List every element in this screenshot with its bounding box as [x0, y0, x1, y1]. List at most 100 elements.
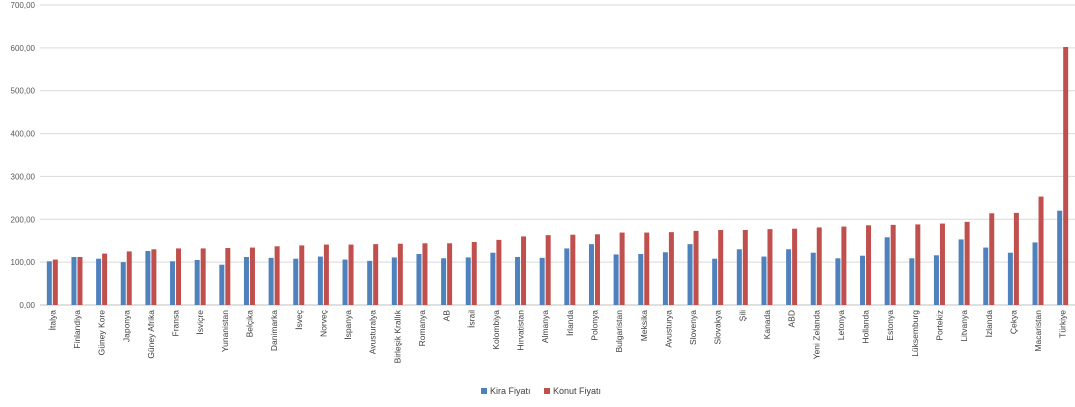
x-tick-label: Şili [737, 310, 747, 321]
x-tick-label: Yeni Zelanda [811, 310, 821, 360]
x-tick-label: İzlanda [984, 310, 994, 338]
bar-kira [588, 244, 594, 305]
bar-kira [342, 259, 348, 305]
legend-label: Kira Fiyatı [490, 386, 531, 396]
legend-swatch [544, 388, 550, 394]
bar-kira [909, 258, 915, 305]
bar-kira [761, 256, 767, 305]
bar-konut [545, 235, 551, 305]
bar-konut [792, 228, 798, 305]
bar-kira [1057, 210, 1063, 305]
x-tick-label: Almanya [540, 310, 550, 343]
bar-kira [441, 258, 447, 305]
bar-kira [96, 258, 102, 305]
bar-kira [539, 257, 545, 305]
bar-kira [638, 254, 644, 305]
x-tick-label: Slovenya [688, 310, 698, 345]
x-tick-label: Danimarka [269, 310, 279, 351]
x-tick-label: Hırvatistan [516, 310, 526, 351]
bar-konut [521, 236, 527, 305]
bar-kira [835, 258, 841, 305]
x-tick-label: Finlandiya [72, 310, 82, 349]
y-tick-label: 400,00 [11, 130, 36, 139]
x-axis-labels: İtalya Finlandiya Güney Kore Japonya Güney A… [47, 309, 1067, 363]
bar-konut [693, 230, 699, 305]
x-tick-label: Lüksemburg [910, 310, 920, 357]
bar-konut [964, 221, 970, 305]
bars [46, 47, 1069, 305]
bar-konut [323, 244, 329, 305]
x-tick-label: Belçika [244, 310, 254, 338]
bar-kira [810, 252, 816, 305]
bar-konut [939, 223, 945, 305]
x-tick-label: İsveç [294, 309, 304, 330]
x-tick-label: Litvanya [959, 310, 969, 342]
x-tick-label: Kolombiya [491, 310, 501, 350]
bar-kira [515, 257, 521, 305]
legend: Kira Fiyatı Konut Fiyatı [481, 386, 601, 396]
bar-kira [933, 255, 939, 305]
bar-konut [176, 248, 182, 305]
bar-kira [416, 254, 422, 305]
gridlines [40, 4, 1075, 306]
bar-konut [299, 245, 305, 305]
bar-kira [243, 257, 249, 305]
bar-kira [613, 254, 619, 305]
bar-konut [570, 234, 576, 305]
bar-kira [712, 258, 718, 305]
x-tick-label: İtalya [47, 310, 57, 331]
x-tick-label: İsviçre [195, 310, 205, 335]
bar-kira [687, 244, 693, 305]
x-tick-label: Letonya [836, 310, 846, 341]
bar-konut [594, 234, 600, 305]
bar-konut [866, 225, 872, 305]
bar-konut [249, 247, 255, 305]
bar-kira [958, 239, 964, 305]
bar-konut [767, 229, 773, 305]
bar-kira [391, 257, 397, 305]
bar-kira [293, 258, 299, 305]
x-tick-label: Yunanistan [220, 310, 230, 352]
bar-konut [915, 224, 921, 305]
x-tick-label: Avusturya [663, 310, 673, 348]
bar-kira [860, 255, 866, 305]
x-tick-label: Macaristan [1033, 310, 1043, 352]
bar-konut [77, 257, 83, 305]
bar-kira [662, 252, 668, 305]
bar-konut [1038, 196, 1044, 305]
bar-konut [841, 226, 847, 305]
x-tick-label: Norveç [318, 309, 328, 337]
bar-konut [348, 244, 354, 305]
x-tick-label: Avusturalya [368, 310, 378, 355]
x-tick-label: İrlanda [565, 310, 575, 336]
x-tick-label: Japonya [121, 310, 131, 342]
bar-konut [1063, 47, 1069, 305]
y-tick-label: 600,00 [11, 44, 36, 53]
bar-konut [718, 230, 724, 305]
bar-kira [219, 264, 225, 305]
bar-kira [884, 237, 890, 305]
bar-konut [1013, 212, 1019, 305]
bar-konut [619, 232, 625, 305]
bar-konut [102, 253, 108, 305]
y-tick-label: 500,00 [11, 87, 36, 96]
x-tick-label: Güney Afrika [146, 310, 156, 359]
x-tick-label: Bulgaristan [614, 310, 624, 353]
bar-konut [422, 243, 428, 305]
bar-konut [644, 232, 650, 305]
bar-konut [668, 232, 674, 305]
bar-kira [564, 248, 570, 305]
bar-konut [397, 243, 403, 305]
bar-kira [983, 247, 989, 305]
x-tick-label: Türkiye [1058, 310, 1068, 338]
bar-konut [742, 230, 748, 305]
bar-konut [471, 242, 477, 305]
bar-kira [170, 261, 176, 305]
x-tick-label: Çekya [1008, 310, 1018, 334]
y-tick-label: 200,00 [11, 215, 36, 224]
y-tick-label: 0,00 [19, 301, 35, 310]
x-tick-label: ABD [787, 310, 797, 327]
x-tick-label: Slovakya [713, 310, 723, 345]
y-tick-label: 700,00 [11, 1, 36, 10]
